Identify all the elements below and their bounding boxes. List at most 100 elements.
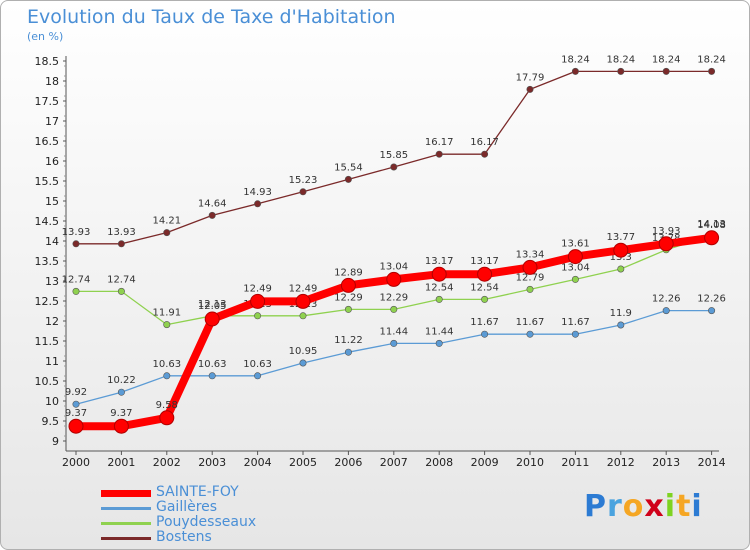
x-tick-label: 2002 — [153, 456, 181, 469]
data-label: 13.04 — [379, 261, 408, 272]
data-label: 11.9 — [610, 308, 632, 319]
data-point — [163, 229, 171, 237]
data-point — [571, 67, 579, 75]
data-label: 9.37 — [110, 408, 132, 419]
legend-label: Gaillères — [156, 499, 218, 515]
data-label: 18.24 — [561, 54, 590, 65]
data-label: 18.24 — [652, 54, 681, 65]
y-tick-label: 11 — [45, 355, 59, 368]
y-tick-label: 17 — [45, 115, 59, 128]
data-label: 9.37 — [65, 408, 87, 419]
data-point — [617, 265, 625, 273]
proxiti-logo: Proxiti — [584, 489, 703, 524]
y-tick-label: 16.5 — [35, 135, 60, 148]
y-tick-label: 9.5 — [42, 415, 60, 428]
data-point — [72, 400, 80, 408]
data-label: 14.93 — [243, 187, 272, 198]
data-point — [617, 321, 625, 329]
data-point — [526, 330, 534, 338]
data-point — [481, 330, 489, 338]
data-label: 11.67 — [516, 317, 545, 328]
y-tick-label: 12.5 — [35, 295, 60, 308]
y-tick-label: 15 — [45, 195, 59, 208]
data-label: 13.34 — [516, 249, 545, 260]
legend-label: Pouydesseaux — [156, 514, 257, 530]
data-point — [613, 242, 629, 258]
data-point — [390, 305, 398, 313]
logo-letter: o — [622, 489, 645, 524]
data-label: 12.49 — [243, 283, 272, 294]
data-point — [571, 330, 579, 338]
data-point — [662, 67, 670, 75]
data-point — [250, 293, 266, 309]
data-point — [208, 372, 216, 380]
data-label: 9.58 — [156, 400, 178, 411]
data-label: 12.54 — [425, 282, 454, 293]
x-tick-label: 2008 — [425, 456, 453, 469]
data-label: 12.05 — [198, 301, 227, 312]
data-point — [344, 305, 352, 313]
data-label: 13.77 — [606, 232, 635, 243]
y-tick-label: 11.5 — [35, 335, 60, 348]
data-label: 13.61 — [561, 239, 590, 250]
line-chart: 9 9.5 10 10.5 11 11.5 12 12.5 13 13.5 14 14.5 15 15.5… — [35, 54, 726, 469]
logo-letter: i — [664, 489, 677, 524]
y-tick-label: 10.5 — [35, 375, 60, 388]
data-label: 12.54 — [470, 282, 499, 293]
data-label: 12.29 — [379, 292, 408, 303]
data-point — [390, 163, 398, 171]
data-point — [522, 259, 538, 275]
series-line — [75, 309, 712, 405]
data-point — [72, 287, 80, 295]
data-point — [299, 312, 307, 320]
data-label: 11.91 — [152, 308, 181, 319]
legend-swatch — [101, 522, 151, 525]
y-tick-label: 18.5 — [35, 55, 60, 68]
data-label: 10.22 — [107, 375, 136, 386]
data-point — [340, 277, 356, 293]
data-label: 10.63 — [152, 359, 181, 370]
data-label: 15.54 — [334, 162, 363, 173]
logo-letter: t — [676, 489, 692, 524]
data-point — [481, 150, 489, 158]
data-label: 15.23 — [289, 175, 318, 186]
data-label: 10.63 — [243, 359, 272, 370]
data-point — [390, 339, 398, 347]
data-point — [117, 388, 125, 396]
data-label: 17.79 — [516, 72, 545, 83]
y-tick-label: 16 — [45, 155, 59, 168]
data-point — [254, 200, 262, 208]
logo-letter: r — [607, 489, 623, 524]
data-point — [477, 266, 493, 282]
data-label: 18.24 — [697, 54, 726, 65]
data-label: 10.63 — [198, 359, 227, 370]
data-point — [117, 287, 125, 295]
x-tick-label: 2004 — [244, 456, 272, 469]
y-tick-label: 9 — [52, 435, 59, 448]
legend-swatch — [101, 490, 151, 497]
unit-label: (en %) — [27, 30, 64, 43]
data-point — [526, 285, 534, 293]
y-tick-label: 12 — [45, 315, 59, 328]
data-label: 13.17 — [470, 256, 499, 267]
data-label: 12.13 — [198, 299, 227, 310]
data-point — [526, 85, 534, 93]
data-label: 11.44 — [425, 326, 454, 337]
data-point — [567, 249, 583, 265]
x-tick-label: 2011 — [561, 456, 589, 469]
y-tick-label: 14 — [45, 235, 59, 248]
legend-swatch — [101, 507, 151, 510]
data-label: 16.17 — [470, 137, 499, 148]
data-point — [159, 410, 175, 426]
data-point — [344, 348, 352, 356]
logo-letter: P — [584, 489, 607, 524]
x-tick-label: 2014 — [698, 456, 726, 469]
data-label: 12.26 — [652, 294, 681, 305]
x-tick-label: 2012 — [607, 456, 635, 469]
data-label: 14.13 — [697, 219, 726, 230]
logo-letter: i — [691, 489, 703, 524]
legend-label: Bostens — [156, 529, 212, 545]
data-point — [658, 236, 674, 252]
y-tick-label: 18 — [45, 75, 59, 88]
